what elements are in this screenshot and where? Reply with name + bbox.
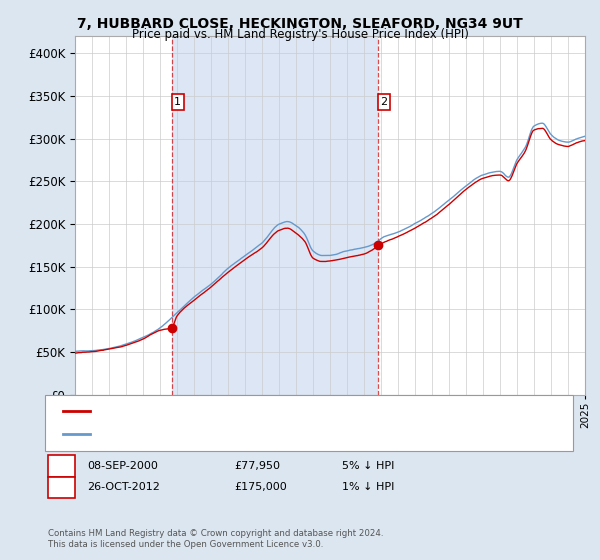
Text: 08-SEP-2000: 08-SEP-2000 (87, 461, 158, 471)
Text: 1: 1 (174, 97, 181, 107)
Text: £77,950: £77,950 (234, 461, 280, 471)
Text: 7, HUBBARD CLOSE, HECKINGTON, SLEAFORD, NG34 9UT (detached house): 7, HUBBARD CLOSE, HECKINGTON, SLEAFORD, … (99, 406, 493, 416)
Text: 26-OCT-2012: 26-OCT-2012 (87, 482, 160, 492)
Text: HPI: Average price, detached house, North Kesteven: HPI: Average price, detached house, Nort… (99, 430, 372, 440)
Text: This data is licensed under the Open Government Licence v3.0.: This data is licensed under the Open Gov… (48, 540, 323, 549)
Text: £175,000: £175,000 (234, 482, 287, 492)
Text: 1% ↓ HPI: 1% ↓ HPI (342, 482, 394, 492)
Text: 2: 2 (58, 482, 65, 492)
Text: 7, HUBBARD CLOSE, HECKINGTON, SLEAFORD, NG34 9UT: 7, HUBBARD CLOSE, HECKINGTON, SLEAFORD, … (77, 17, 523, 31)
Text: 1: 1 (58, 461, 65, 471)
Bar (172, 36, 378, 395)
Text: 5% ↓ HPI: 5% ↓ HPI (342, 461, 394, 471)
Text: 2: 2 (380, 97, 388, 107)
Text: Contains HM Land Registry data © Crown copyright and database right 2024.: Contains HM Land Registry data © Crown c… (48, 529, 383, 538)
Text: Price paid vs. HM Land Registry's House Price Index (HPI): Price paid vs. HM Land Registry's House … (131, 28, 469, 41)
